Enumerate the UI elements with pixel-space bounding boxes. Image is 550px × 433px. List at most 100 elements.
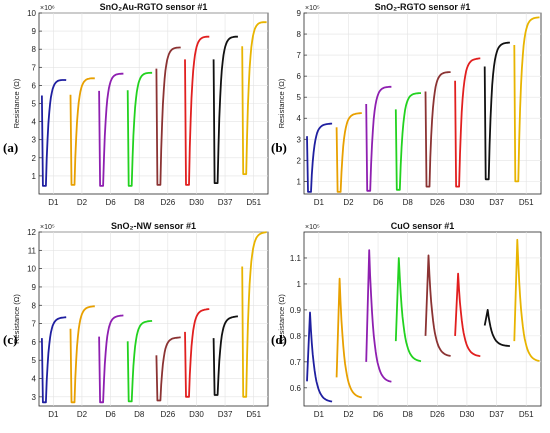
x-tick-label: D6: [105, 198, 116, 207]
x-tick-label: D1: [48, 410, 59, 419]
x-tick-label: D6: [373, 198, 384, 207]
x-tick-label: D2: [77, 410, 88, 419]
panel-label: (d): [271, 332, 287, 347]
x-tick-label: D37: [489, 198, 504, 207]
x-tick-label: D51: [246, 410, 261, 419]
x-tick-label: D1: [314, 410, 325, 419]
y-tick-label: 1: [297, 280, 302, 289]
x-tick-label: D8: [403, 410, 414, 419]
y-tick-label: 1: [32, 172, 37, 181]
series-line: [424, 71, 451, 188]
y-tick-label: 7: [32, 63, 37, 72]
series-line: [69, 305, 95, 404]
y-tick-label: 1: [297, 177, 302, 186]
x-tick-label: D26: [430, 410, 445, 419]
series-line: [69, 77, 95, 186]
x-tick-label: D2: [77, 198, 88, 207]
x-tick-label: D30: [460, 198, 475, 207]
chart-panel-3: 3 4 5 6 7 8 9 10 11 12 D1 D2 D6 D8 D26 D30 D37 D51 SnO₂-NW…: [3, 221, 269, 419]
series-line: [483, 309, 510, 347]
series-line: [212, 315, 239, 396]
series-line: [454, 272, 481, 357]
y-axis-exponent: ×10⁵: [305, 224, 320, 231]
x-tick-label: D30: [189, 198, 204, 207]
y-axis-exponent: ×10⁵: [305, 5, 320, 12]
x-tick-label: D30: [189, 410, 204, 419]
chart-panel-4: 0.6 0.7 0.8 0.9 1 1.1 D1 D2 D6 D8 D26 D30 D37 D51 CuO …: [271, 221, 542, 419]
panel-label: (b): [271, 140, 287, 155]
y-tick-label: 5: [297, 93, 302, 102]
chart-title: SnO₂-RGTO sensor #1: [375, 2, 471, 12]
x-tick-label: D37: [218, 410, 233, 419]
plot-frame: [38, 231, 269, 407]
series-line: [98, 314, 124, 404]
series-line: [41, 79, 67, 187]
series-line: [365, 85, 392, 192]
y-tick-label: 2: [32, 154, 37, 163]
series-line: [126, 71, 153, 187]
y-tick-label: 0.6: [290, 384, 302, 393]
y-tick-label: 4: [32, 375, 37, 384]
y-tick-label: 5: [32, 100, 37, 109]
y-tick-label: 11: [28, 246, 37, 255]
y-tick-label: 8: [297, 30, 302, 39]
series-line: [306, 311, 333, 403]
series-line: [241, 231, 267, 398]
chart-panel-1: 1 2 3 4 5 6 7 8 9 10 D1 D2 D6 D8 D26 D30 D37 D51 SnO₂Au-RG…: [3, 2, 269, 207]
series-line: [155, 336, 181, 402]
y-tick-label: 0.9: [290, 306, 302, 315]
y-tick-label: 9: [32, 283, 37, 292]
series-line: [335, 112, 362, 193]
x-tick-label: D2: [343, 410, 354, 419]
series-line: [483, 41, 510, 181]
x-tick-label: D1: [314, 198, 325, 207]
series-line: [513, 16, 540, 183]
panel-label: (a): [3, 140, 18, 155]
series-line: [212, 35, 238, 184]
y-tick-label: 9: [297, 9, 302, 18]
y-tick-label: 6: [32, 338, 37, 347]
y-tick-label: 12: [27, 228, 36, 237]
x-tick-label: D6: [373, 410, 384, 419]
y-tick-label: 10: [27, 265, 36, 274]
x-tick-label: D1: [48, 198, 59, 207]
x-tick-label: D37: [218, 198, 233, 207]
series-line: [241, 21, 267, 175]
y-tick-label: 5: [32, 356, 37, 365]
series-line: [335, 277, 362, 399]
series-line: [306, 122, 333, 193]
x-tick-label: D26: [160, 410, 175, 419]
y-tick-label: 3: [32, 136, 37, 145]
y-tick-label: 9: [32, 27, 37, 36]
series-line: [365, 249, 392, 383]
y-tick-label: 0.8: [290, 332, 302, 341]
y-tick-label: 8: [32, 301, 37, 310]
y-tick-label: 3: [297, 135, 302, 144]
series-line: [41, 316, 67, 404]
chart-title: CuO sensor #1: [391, 221, 455, 231]
panel-label: (c): [3, 332, 17, 347]
y-axis-exponent: ×10⁵: [40, 224, 55, 231]
x-tick-label: D51: [519, 410, 534, 419]
y-tick-label: 0.7: [290, 358, 302, 367]
x-tick-label: D26: [160, 198, 175, 207]
x-tick-label: D51: [246, 198, 261, 207]
series-line: [424, 254, 451, 357]
chart-panel-2: 1 2 3 4 5 6 7 8 9 D1 D2 D6 D8 D26 D30 D37 D51 SnO₂-RGTO s…: [271, 2, 542, 207]
x-tick-label: D8: [134, 410, 145, 419]
x-tick-label: D8: [403, 198, 414, 207]
x-tick-label: D30: [460, 410, 475, 419]
y-tick-label: 4: [32, 118, 37, 127]
series-line: [394, 257, 422, 363]
y-tick-label: 7: [32, 320, 37, 329]
series-line: [155, 46, 181, 186]
series-line: [394, 92, 421, 191]
y-axis-exponent: ×10⁶: [40, 5, 55, 12]
y-axis-label: Resistance (Ω): [277, 294, 286, 344]
series-line: [184, 35, 210, 186]
y-tick-label: 4: [297, 114, 302, 123]
plot-frame: [303, 12, 542, 195]
x-tick-label: D37: [489, 410, 504, 419]
y-tick-label: 6: [297, 72, 302, 81]
